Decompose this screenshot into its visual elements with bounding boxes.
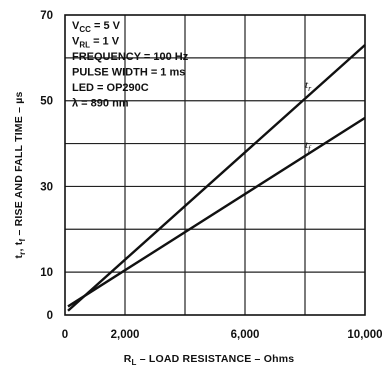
grid-lines — [65, 15, 365, 315]
condition-line: VCC = 5 V — [72, 20, 121, 34]
condition-line: λ = 890 nm — [72, 98, 129, 110]
x-tick-label: 6,000 — [231, 329, 260, 341]
tick-labels: 0 2,000 6,000 10,000 0 10 30 50 70 — [40, 10, 382, 341]
x-tick-label: 0 — [62, 329, 68, 341]
series-lines — [67, 44, 366, 312]
y-tick-label: 30 — [40, 181, 53, 193]
series-labels: tr tf — [305, 79, 312, 153]
y-tick-label: 0 — [47, 310, 53, 322]
y-tick-label: 10 — [40, 267, 53, 279]
series-line-tf — [67, 116, 366, 308]
series-label-tr: tr — [305, 79, 312, 93]
condition-line: VRL = 1 V — [72, 36, 120, 50]
series-line-tr — [67, 44, 366, 312]
x-tick-label: 2,000 — [111, 329, 140, 341]
y-axis-title: tr, tf – RISE AND FALL TIME – µs — [13, 91, 27, 258]
plot-frame — [64, 14, 366, 316]
condition-line: PULSE WIDTH = 1 ms — [72, 67, 185, 79]
condition-line: LED = OP290C — [72, 82, 149, 94]
series-label-tf: tf — [305, 139, 312, 153]
x-axis-title: RL – LOAD RESISTANCE – Ohms — [124, 353, 295, 367]
y-tick-label: 70 — [40, 10, 53, 22]
y-tick-label: 50 — [40, 96, 53, 108]
x-tick-label: 10,000 — [347, 329, 382, 341]
condition-line: FREQUENCY = 100 Hz — [72, 51, 189, 63]
